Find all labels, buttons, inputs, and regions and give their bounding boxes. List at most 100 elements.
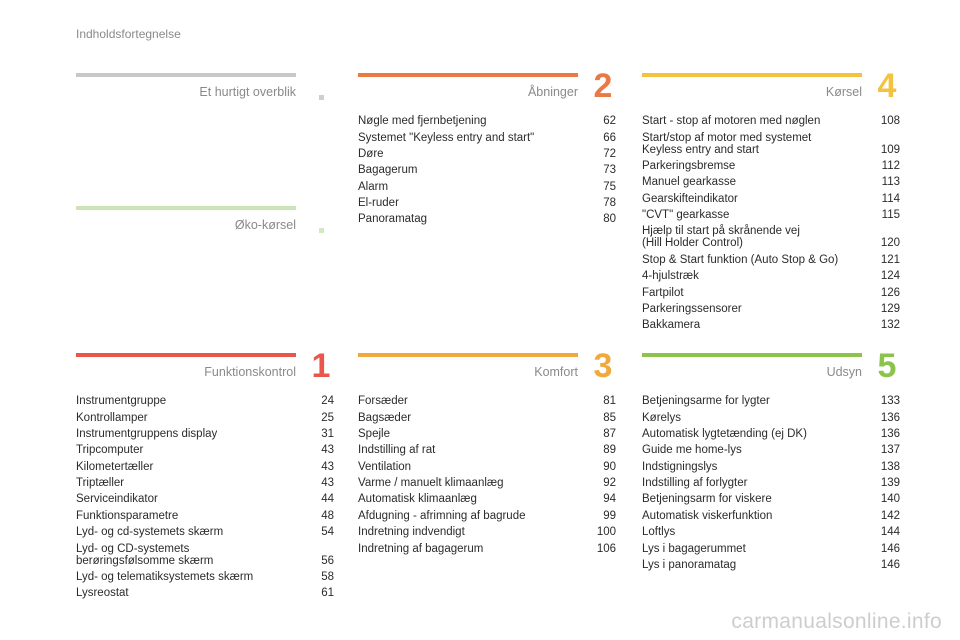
toc-list: Instrumentgruppe 24 Kontrollamper 25 Instrum… <box>76 393 334 602</box>
toc-entry[interactable]: Afdugning - afrimning af bagrude 99 <box>358 508 616 524</box>
section-title: Åbninger <box>527 85 578 99</box>
toc-entry[interactable]: Hjælp til start på skrånende vej (Hill H… <box>642 223 900 251</box>
toc-entry[interactable]: Panoramatag 80 <box>358 211 616 227</box>
toc-entry[interactable]: Automatisk lygtetænding (ej DK) 136 <box>642 426 900 442</box>
section-number: 3 <box>593 347 613 385</box>
toc-entry-title: Automatisk viskerfunktion <box>642 509 773 522</box>
toc-entry[interactable]: Lyd- og cd-systemets skærm 54 <box>76 524 334 540</box>
toc-entry[interactable]: Kontrollamper 25 <box>76 409 334 425</box>
toc-entry[interactable]: Systemet "Keyless entry and start" 66 <box>358 129 616 145</box>
toc-entry[interactable]: Kørelys 136 <box>642 409 900 425</box>
toc-entry[interactable]: Lys i panoramatag 146 <box>642 557 900 573</box>
toc-entry-title: Fartpilot <box>642 286 684 299</box>
toc-entry-title: Indretning indvendigt <box>358 526 465 539</box>
toc-entry-title: Kontrollamper <box>76 411 148 424</box>
section-eco: Øko-kørsel <box>76 206 336 236</box>
toc-entry[interactable]: Betjeningsarm for viskere 140 <box>642 491 900 507</box>
toc-entry[interactable]: Alarm 75 <box>358 179 616 195</box>
toc-entry-page: 31 <box>321 427 334 440</box>
toc-entry[interactable]: Nøgle med fjernbetjening 62 <box>358 113 616 129</box>
toc-entry[interactable]: Fartpilot 126 <box>642 284 900 300</box>
toc-entry[interactable]: Bakkamera 132 <box>642 317 900 333</box>
toc-entry[interactable]: Triptæller 43 <box>76 475 334 491</box>
toc-entry-title: Automatisk klimaanlæg <box>358 493 477 506</box>
toc-entry-title: Kilometertæller <box>76 460 154 473</box>
toc-entry[interactable]: Indstilling af forlygter 139 <box>642 475 900 491</box>
toc-entry[interactable]: Spejle 87 <box>358 426 616 442</box>
toc-entry[interactable]: Manuel gearkasse 113 <box>642 174 900 190</box>
toc-entry[interactable]: Bagagerum 73 <box>358 162 616 178</box>
toc-entry[interactable]: Lyd- og telematiksystemets skærm 58 <box>76 569 334 585</box>
toc-entry[interactable]: Indstigningslys 138 <box>642 459 900 475</box>
toc-entry[interactable]: Varme / manuelt klimaanlæg 92 <box>358 475 616 491</box>
toc-entry[interactable]: Instrumentgruppens display 31 <box>76 426 334 442</box>
toc-entry-page: 44 <box>321 493 334 506</box>
toc-entry-page: 78 <box>603 197 616 210</box>
toc-entry[interactable]: Start - stop af motoren med nøglen 108 <box>642 113 900 129</box>
toc-entry-page: 58 <box>321 570 334 583</box>
toc-entry[interactable]: El-ruder 78 <box>358 195 616 211</box>
toc-entry[interactable]: Ventilation 90 <box>358 459 616 475</box>
toc-entry-page: 140 <box>880 493 900 506</box>
toc-list: Start - stop af motoren med nøglen 108 Sta… <box>642 113 900 334</box>
toc-entry[interactable]: Betjeningsarme for lygter 133 <box>642 393 900 409</box>
toc-entry[interactable]: Stop & Start funktion (Auto Stop & Go) 12… <box>642 252 900 268</box>
toc-entry-title: Automatisk lygtetænding (ej DK) <box>642 427 807 440</box>
toc-entry-page: 114 <box>881 192 900 205</box>
toc-entry[interactable]: Indstilling af rat 89 <box>358 442 616 458</box>
toc-entry-title: Forsæder <box>358 395 408 408</box>
toc-entry[interactable]: Indretning indvendigt 100 <box>358 524 616 540</box>
toc-entry[interactable]: Automatisk viskerfunktion 142 <box>642 508 900 524</box>
toc-entry[interactable]: Start/stop af motor med systemet Keyless… <box>642 129 900 157</box>
toc-entry-title: Varme / manuelt klimaanlæg <box>358 477 504 490</box>
toc-entry[interactable]: Lyd- og CD-systemets berøringsfølsomme s… <box>76 540 334 568</box>
section-3: Komfort 3 Forsæder 81 Bagsæder 85 Spejle 87 In… <box>358 349 618 557</box>
toc-entry[interactable]: Tripcomputer 43 <box>76 442 334 458</box>
toc-entry-page: 80 <box>603 213 616 226</box>
toc-entry-page: 43 <box>321 477 334 490</box>
toc-entry[interactable]: Forsæder 81 <box>358 393 616 409</box>
toc-entry-page: 120 <box>880 237 900 250</box>
toc-entry[interactable]: Funktionsparametre 48 <box>76 508 334 524</box>
section-bar <box>642 73 862 77</box>
toc-entry-page: 62 <box>603 115 616 128</box>
section-bar <box>76 353 296 357</box>
toc-entry-title: Bagsæder <box>358 411 412 424</box>
toc-entry[interactable]: Lysreostat 61 <box>76 585 334 601</box>
toc-entry[interactable]: Instrumentgruppe 24 <box>76 393 334 409</box>
toc-entry[interactable]: Serviceindikator 44 <box>76 491 334 507</box>
toc-entry[interactable]: Loftlys 144 <box>642 524 900 540</box>
toc-entry[interactable]: Døre 72 <box>358 146 616 162</box>
toc-entry[interactable]: Indretning af bagagerum 106 <box>358 540 616 556</box>
toc-entry[interactable]: Gearskifteindikator 114 <box>642 191 900 207</box>
toc-entry-page: 56 <box>321 554 334 567</box>
toc-entry-title: Lyd- og telematiksystemets skærm <box>76 570 254 583</box>
toc-entry-title: Panoramatag <box>358 213 428 226</box>
toc-entry-title: Instrumentgruppens display <box>76 427 218 440</box>
toc-entry-page: 124 <box>880 270 900 283</box>
toc-entry[interactable]: "CVT" gearkasse 115 <box>642 207 900 223</box>
toc-entry-page: 136 <box>880 427 900 440</box>
toc-entry-page: 48 <box>321 509 334 522</box>
section-4: Kørsel 4 Start - stop af motoren med nøg… <box>642 69 902 334</box>
toc-entry[interactable]: Lys i bagagerummet 146 <box>642 540 900 556</box>
toc-entry[interactable]: Parkeringssensorer 129 <box>642 301 900 317</box>
toc-entry-title: Tripcomputer <box>76 444 144 457</box>
toc-entry-title: Alarm <box>358 180 389 193</box>
toc-entry-page: 133 <box>880 395 900 408</box>
toc-entry-page: 24 <box>321 395 334 408</box>
toc-entry[interactable]: Automatisk klimaanlæg 94 <box>358 491 616 507</box>
toc-entry-page: 81 <box>603 395 616 408</box>
toc-entry[interactable]: Parkeringsbremse 112 <box>642 158 900 174</box>
toc-entry[interactable]: Guide me home-lys 137 <box>642 442 900 458</box>
toc-entry[interactable]: Kilometertæller 43 <box>76 459 334 475</box>
toc-entry-page: 146 <box>880 542 900 555</box>
toc-entry-page: 72 <box>603 147 616 160</box>
toc-entry[interactable]: Bagsæder 85 <box>358 409 616 425</box>
toc-entry-title: Indstilling af rat <box>358 444 436 457</box>
toc-entry-title: Instrumentgruppe <box>76 395 167 408</box>
toc-entry[interactable]: 4-hjulstræk 124 <box>642 268 900 284</box>
toc-entry-page: 115 <box>881 209 900 222</box>
toc-entry-title: Start - stop af motoren med nøglen <box>642 115 821 128</box>
toc-entry-page: 109 <box>880 143 900 156</box>
